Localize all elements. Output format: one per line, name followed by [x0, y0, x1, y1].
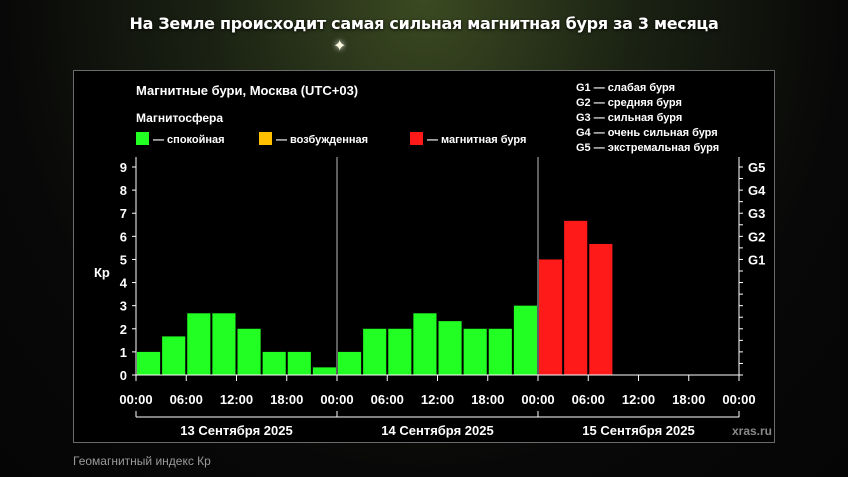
g-scale-item-5: G5 — экстремальная буря — [576, 142, 719, 154]
x-tick-label-7: 12:00 — [421, 392, 454, 407]
kp-bar-19 — [589, 243, 613, 375]
x-tick-label-4: 18:00 — [270, 392, 303, 407]
g-level-label-G4: G4 — [748, 183, 766, 198]
star-sparkle-icon: ✦ — [333, 38, 347, 55]
kp-bar-8 — [312, 367, 336, 375]
kp-bar-11 — [388, 328, 412, 375]
x-tick-label-6: 06:00 — [371, 392, 404, 407]
kp-chart-panel: Магнитные бури, Москва (UTC+03) Магнитос… — [73, 70, 775, 443]
legend-swatch-2 — [259, 132, 272, 145]
kp-bar-10 — [363, 328, 387, 375]
y-tick-label-5: 5 — [120, 252, 127, 267]
g-level-label-G5: G5 — [748, 160, 765, 175]
g-level-label-G3: G3 — [748, 206, 765, 221]
y-tick-label-2: 2 — [120, 322, 127, 337]
y-tick-label-0: 0 — [120, 368, 127, 383]
watermark: xras.ru — [732, 424, 772, 438]
kp-bar-12 — [413, 313, 437, 375]
g-scale-item-1: G1 — слабая буря — [576, 82, 675, 94]
x-tick-label-8: 18:00 — [471, 392, 504, 407]
day-label-2: 14 Сентября 2025 — [381, 423, 493, 438]
y-tick-label-3: 3 — [120, 299, 127, 314]
x-tick-label-10: 06:00 — [572, 392, 605, 407]
y-tick-label-9: 9 — [120, 160, 127, 175]
x-tick-label-1: 00:00 — [119, 392, 152, 407]
kp-bar-18 — [564, 220, 588, 375]
x-tick-label-12: 18:00 — [672, 392, 705, 407]
g-level-label-G1: G1 — [748, 252, 765, 267]
axes: 0 1 2 3 4 5 6 7 8 9 G1 G2 G3 G4 G5 00:00 06:00 12:00 18:00… — [119, 157, 766, 438]
x-tick-label-9: 00:00 — [521, 392, 554, 407]
x-tick-label-13: 00:00 — [722, 392, 755, 407]
kp-bar-16 — [513, 305, 537, 375]
y-axis-label: Кр — [94, 265, 110, 280]
kp-bar-14 — [463, 328, 487, 375]
day-label-3: 15 Сентября 2025 — [582, 423, 694, 438]
kp-bar-1 — [137, 351, 161, 375]
kp-bar-7 — [287, 351, 311, 375]
x-tick-label-3: 12:00 — [220, 392, 253, 407]
bars — [137, 220, 613, 375]
g-scale-item-3: G3 — сильная буря — [576, 112, 682, 124]
x-tick-label-11: 12:00 — [622, 392, 655, 407]
legend-label-1: — спокойная — [153, 134, 225, 146]
legend-label-3: — магнитная буря — [427, 134, 526, 146]
kp-bar-6 — [262, 351, 286, 375]
kp-bar-9 — [338, 351, 362, 375]
kp-bar-3 — [187, 313, 211, 375]
kp-bar-4 — [212, 313, 236, 375]
chart-title: Магнитные бури, Москва (UTC+03) — [136, 83, 358, 98]
grid — [336, 157, 539, 375]
kp-bar-13 — [438, 321, 462, 375]
g-scale-item-2: G2 — средняя буря — [576, 97, 682, 109]
chart-caption: Геомагнитный индекс Кр — [73, 454, 211, 468]
y-tick-label-1: 1 — [120, 345, 127, 360]
legend-label-2: — возбужденная — [276, 134, 368, 146]
day-label-1: 13 Сентября 2025 — [180, 423, 292, 438]
page-headline: На Земле происходит самая сильная магнит… — [129, 14, 719, 33]
kp-bar-17 — [539, 259, 563, 375]
x-tick-label-5: 00:00 — [320, 392, 353, 407]
y-tick-label-7: 7 — [120, 206, 127, 221]
x-tick-label-2: 06:00 — [170, 392, 203, 407]
y-tick-label-6: 6 — [120, 229, 127, 244]
g-scale-legend: G1 — слабая буря G2 — средняя буря G3 — си… — [576, 82, 719, 154]
y-tick-label-8: 8 — [120, 183, 127, 198]
kp-bar-5 — [237, 328, 261, 375]
kp-bar-15 — [488, 328, 512, 375]
legend-title: Магнитосфера — [136, 111, 223, 125]
kp-chart: Магнитные бури, Москва (UTC+03) Магнитос… — [94, 82, 772, 438]
legend-swatch-1 — [136, 132, 149, 145]
legend-swatch-3 — [410, 132, 423, 145]
g-level-label-G2: G2 — [748, 229, 765, 244]
y-tick-label-4: 4 — [120, 276, 128, 291]
kp-bar-2 — [162, 336, 186, 375]
legend: — спокойная — возбужденная — магнитная бур… — [136, 132, 526, 146]
g-scale-item-4: G4 — очень сильная буря — [576, 127, 718, 139]
